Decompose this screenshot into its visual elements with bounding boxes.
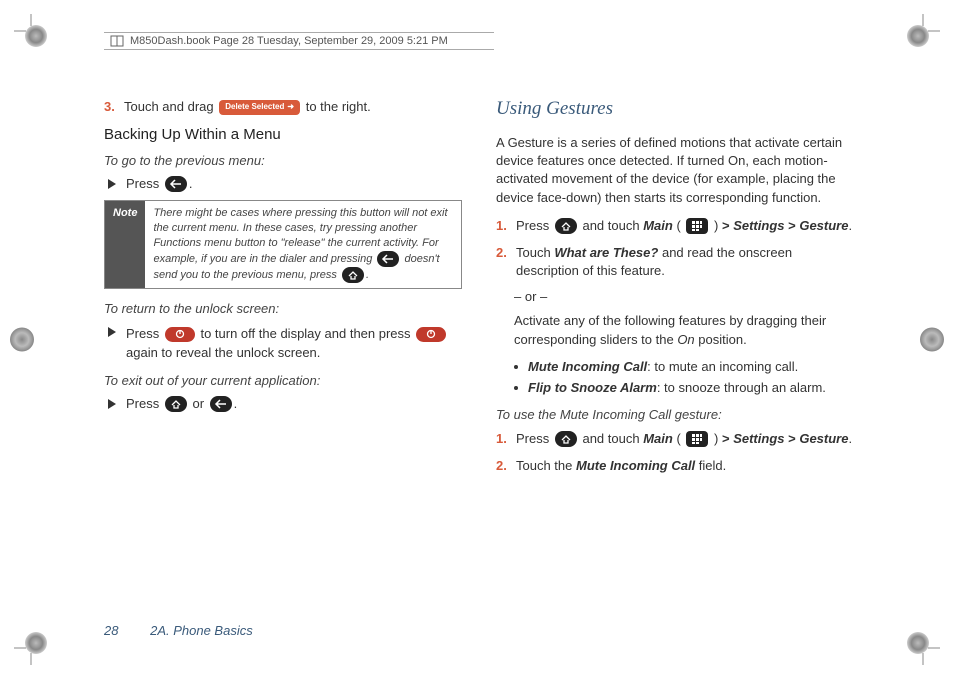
step-number: 1. [496,430,516,448]
power-button-icon [416,327,446,342]
page-content: 3. Touch and drag Delete Selected➜ to th… [104,98,854,622]
or-divider: – or – [514,289,854,304]
step-number: 1. [496,217,516,235]
home-button-icon [342,267,364,283]
intro-paragraph: A Gesture is a series of defined motions… [496,134,854,207]
back-button-icon [165,176,187,192]
activate-paragraph: Activate any of the following features b… [514,312,854,348]
bullet-dot-icon [514,365,518,369]
bullet-unlock: Press to turn off the display and then p… [104,324,462,363]
text: to the right. [306,99,371,114]
page-number: 28 [104,623,118,638]
book-icon [110,34,124,48]
crop-mark-icon [906,14,940,51]
text: Touch and drag [124,99,217,114]
subhead-previous-menu: To go to the previous menu: [104,153,462,168]
text: Flip to Snooze Alarm: to snooze through … [528,380,826,395]
step-3: 3. Touch and drag Delete Selected➜ to th… [104,98,462,116]
step-number: 2. [496,457,516,475]
home-button-icon [555,218,577,234]
power-button-icon [165,327,195,342]
section-title: 2A. Phone Basics [150,623,253,638]
right-column: Using Gestures A Gesture is a series of … [496,98,854,622]
text: Mute Incoming Call: to mute an incoming … [528,359,798,374]
bullet-press-back: Press . [104,176,462,193]
step-2: 2. Touch What are These? and read the on… [496,244,854,279]
home-button-icon [555,431,577,447]
triangle-bullet-icon [108,399,116,409]
heading-using-gestures: Using Gestures [496,98,854,120]
text: Press to turn off the display and then p… [126,324,462,363]
heading-backing-up: Backing Up Within a Menu [104,126,462,143]
subhead-use-mute: To use the Mute Incoming Call gesture: [496,407,854,422]
text: Press . [126,176,192,193]
text: Press or . [126,396,237,413]
step-body: Touch and drag Delete Selected➜ to the r… [124,98,462,116]
crop-mark-icon [920,328,944,355]
back-button-icon [210,396,232,412]
main-grid-icon [686,218,708,234]
feature-flip: Flip to Snooze Alarm: to snooze through … [496,380,854,395]
step-body: Touch What are These? and read the onscr… [516,244,854,279]
step-body: Touch the Mute Incoming Call field. [516,457,854,475]
bullet-dot-icon [514,386,518,390]
triangle-bullet-icon [108,327,116,337]
subhead-unlock: To return to the unlock screen: [104,301,462,316]
crop-mark-icon [14,631,48,668]
note-label: Note [105,201,145,288]
doc-header: M850Dash.book Page 28 Tuesday, September… [104,32,494,50]
main-grid-icon [686,431,708,447]
bullet-exit: Press or . [104,396,462,413]
crop-mark-icon [10,328,34,355]
page-footer: 28 2A. Phone Basics [104,623,253,638]
step-number: 2. [496,244,516,279]
step-number: 3. [104,98,124,116]
triangle-bullet-icon [108,179,116,189]
left-column: 3. Touch and drag Delete Selected➜ to th… [104,98,462,622]
note-box: Note There might be cases where pressing… [104,200,462,289]
step-1: 1. Press and touch Main ( ) > Settings >… [496,217,854,235]
home-button-icon [165,396,187,412]
note-body: There might be cases where pressing this… [145,201,461,288]
feature-mute: Mute Incoming Call: to mute an incoming … [496,359,854,374]
subhead-exit: To exit out of your current application: [104,373,462,388]
back-button-icon [377,251,399,267]
use-step-2: 2. Touch the Mute Incoming Call field. [496,457,854,475]
crop-mark-icon [14,14,48,51]
header-text: M850Dash.book Page 28 Tuesday, September… [130,35,448,47]
delete-selected-badge: Delete Selected➜ [219,100,300,115]
step-body: Press and touch Main ( ) > Settings > Ge… [516,430,854,448]
step-body: Press and touch Main ( ) > Settings > Ge… [516,217,854,235]
use-step-1: 1. Press and touch Main ( ) > Settings >… [496,430,854,448]
crop-mark-icon [906,631,940,668]
